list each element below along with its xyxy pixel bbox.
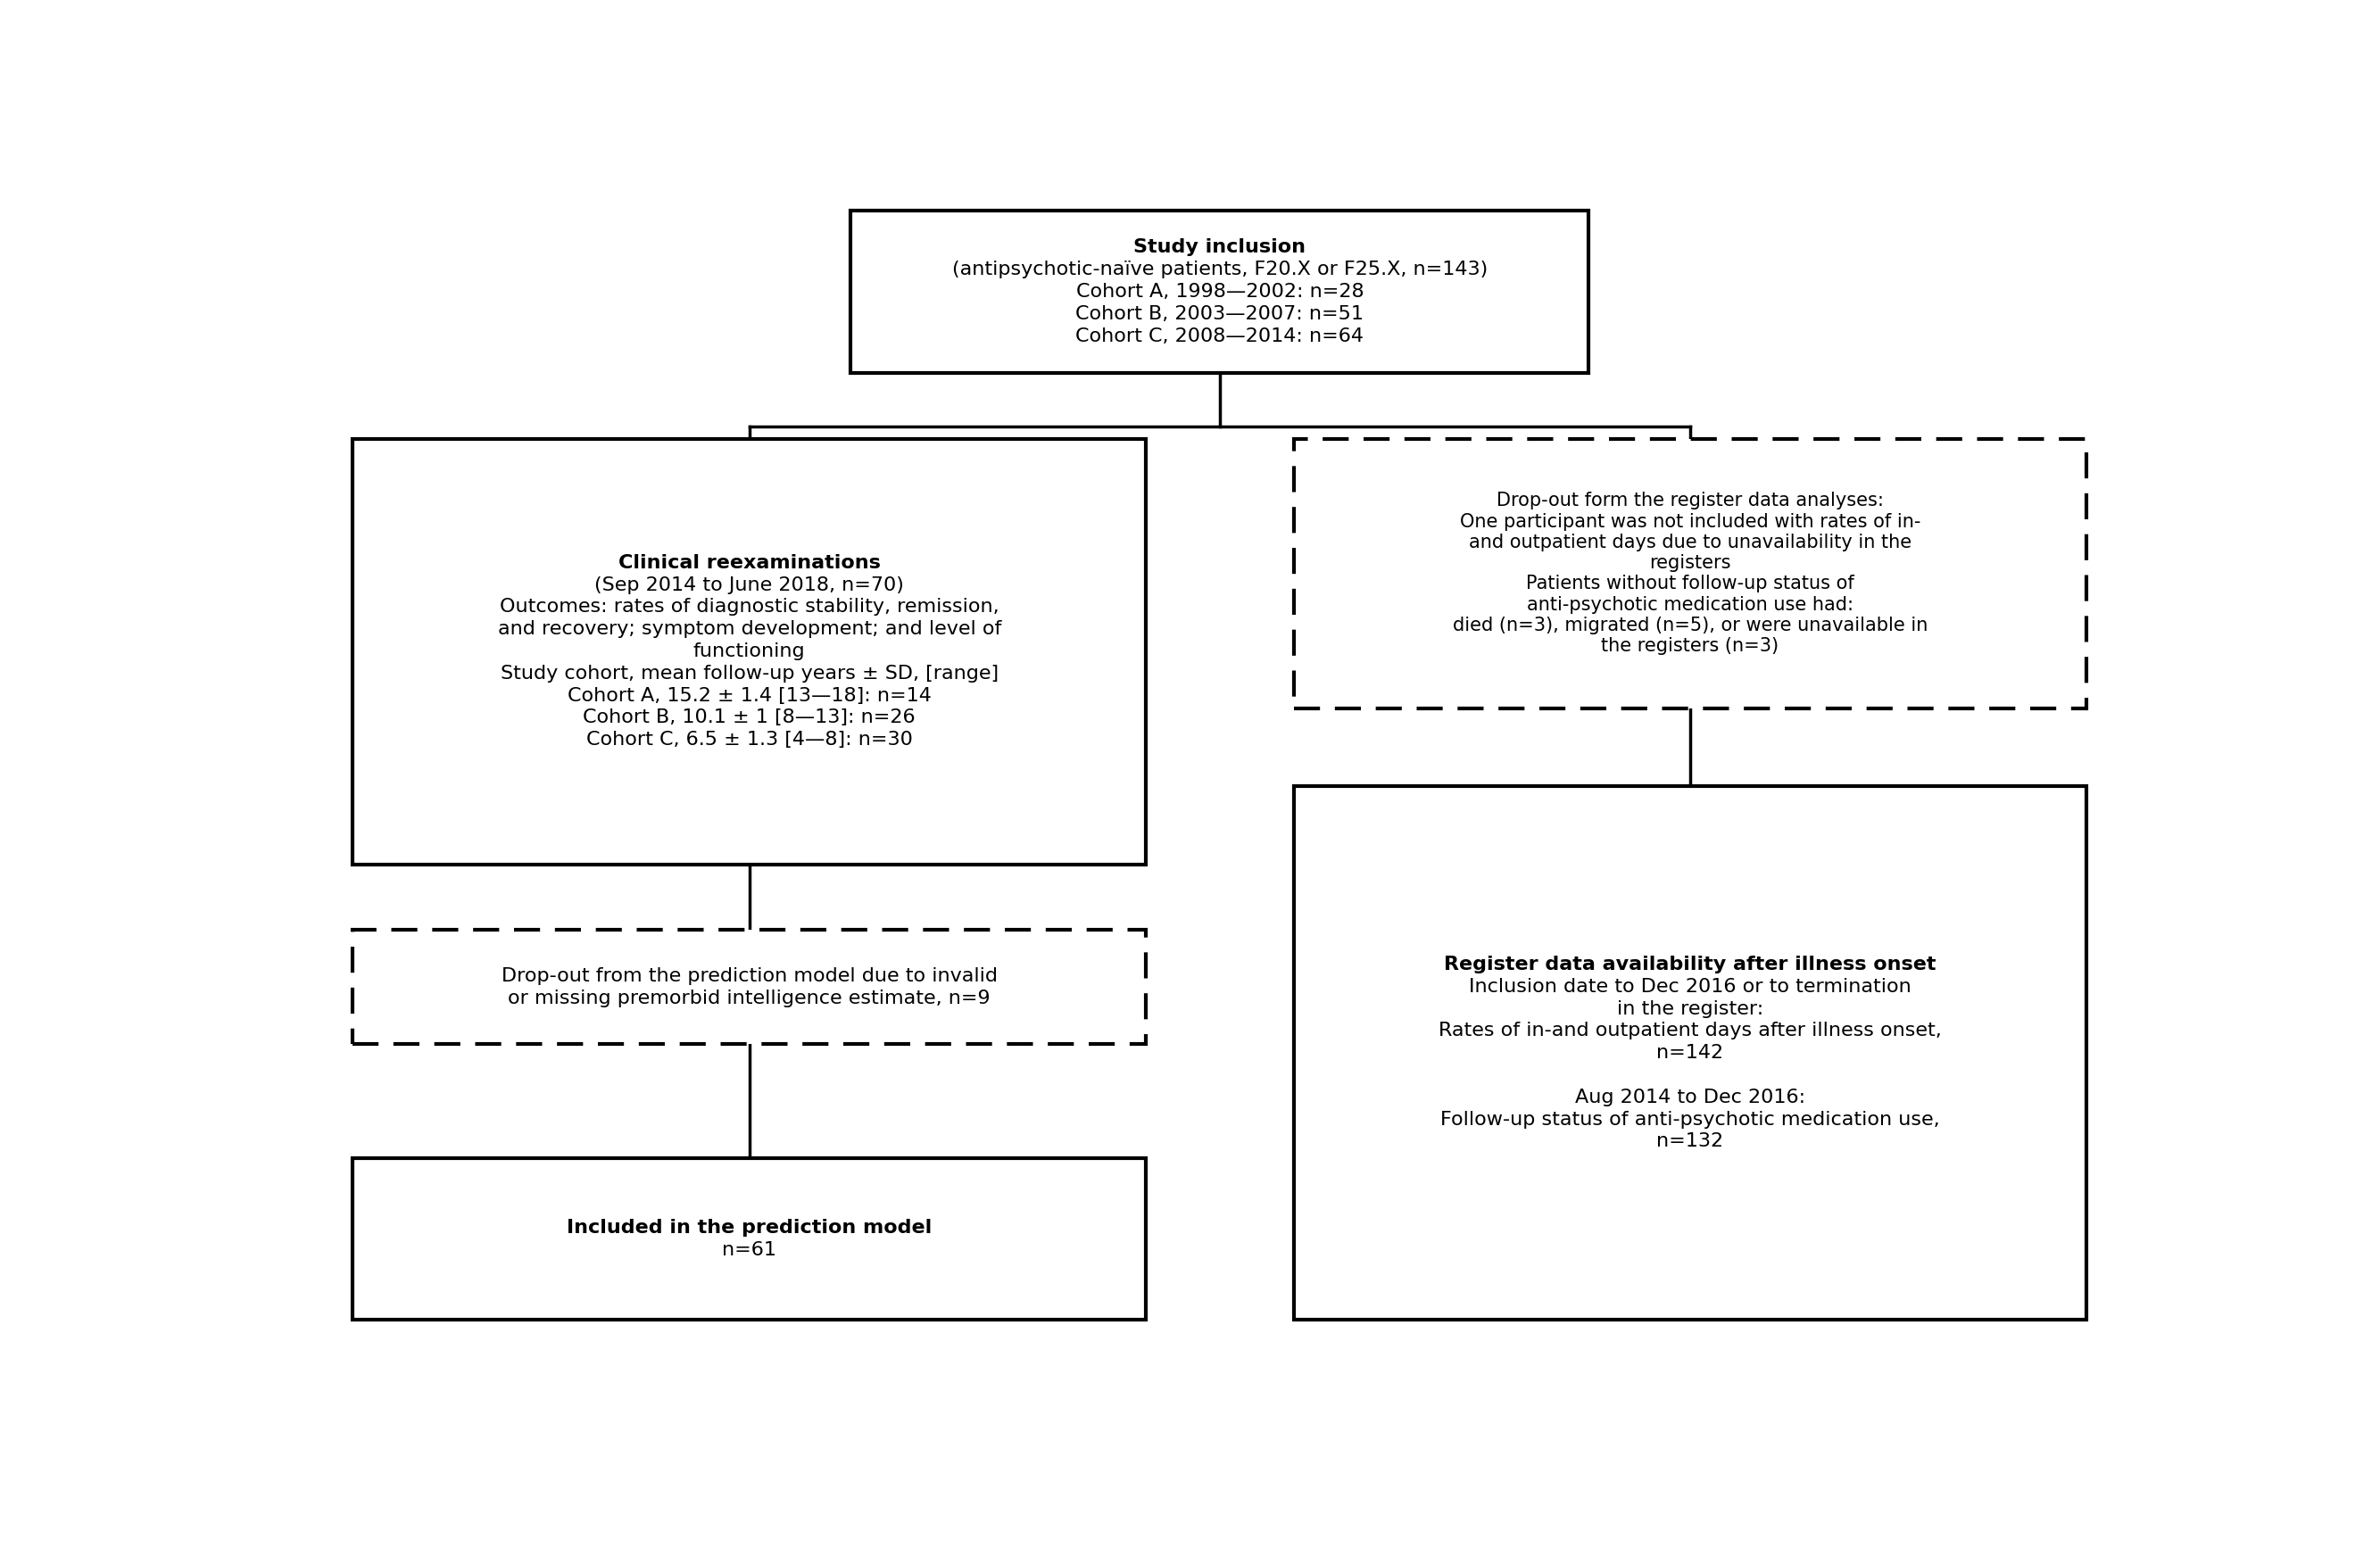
Text: One participant was not included with rates of in-: One participant was not included with ra… [1459,512,1921,531]
Text: anti-psychotic medication use had:: anti-psychotic medication use had: [1528,596,1854,613]
Text: the registers (n=3): the registers (n=3) [1602,637,1778,655]
Text: Register data availability after illness onset: Register data availability after illness… [1445,956,1937,973]
Text: or missing premorbid intelligence estimate, n=9: or missing premorbid intelligence estima… [509,989,990,1007]
FancyBboxPatch shape [1295,786,2087,1320]
Text: (antipsychotic-naïve patients, F20.X or F25.X, n=143): (antipsychotic-naïve patients, F20.X or … [952,260,1488,279]
Text: n=142: n=142 [1656,1045,1723,1062]
Text: Drop-out form the register data analyses:: Drop-out form the register data analyses… [1497,492,1883,509]
Text: and outpatient days due to unavailability in the: and outpatient days due to unavailabilit… [1468,534,1911,551]
Text: Cohort A, 15.2 ± 1.4 [13—18]: n=14: Cohort A, 15.2 ± 1.4 [13—18]: n=14 [566,687,931,705]
Text: functioning: functioning [693,643,804,660]
FancyBboxPatch shape [352,930,1147,1045]
Text: in the register:: in the register: [1616,1000,1764,1018]
Text: Included in the prediction model: Included in the prediction model [566,1219,933,1236]
Text: died (n=3), migrated (n=5), or were unavailable in: died (n=3), migrated (n=5), or were unav… [1452,617,1928,634]
Text: registers: registers [1649,554,1730,571]
Text: Study cohort, mean follow-up years ± SD, [range]: Study cohort, mean follow-up years ± SD,… [500,665,1000,682]
FancyBboxPatch shape [352,439,1147,864]
Text: (Sep 2014 to June 2018, n=70): (Sep 2014 to June 2018, n=70) [595,576,904,593]
Text: Rates of in-and outpatient days after illness onset,: Rates of in-and outpatient days after il… [1438,1021,1942,1040]
Text: Inclusion date to Dec 2016 or to termination: Inclusion date to Dec 2016 or to termina… [1468,978,1911,995]
FancyBboxPatch shape [852,210,1590,372]
Text: Clinical reexaminations: Clinical reexaminations [619,554,881,571]
Text: Follow-up status of anti-psychotic medication use,: Follow-up status of anti-psychotic medic… [1440,1110,1940,1129]
Text: Cohort C, 6.5 ± 1.3 [4—8]: n=30: Cohort C, 6.5 ± 1.3 [4—8]: n=30 [585,732,912,749]
Text: and recovery; symptom development; and level of: and recovery; symptom development; and l… [497,620,1002,638]
Text: Outcomes: rates of diagnostic stability, remission,: Outcomes: rates of diagnostic stability,… [500,598,1000,617]
Text: Patients without follow-up status of: Patients without follow-up status of [1526,575,1854,593]
Text: n=132: n=132 [1656,1132,1723,1151]
FancyBboxPatch shape [352,1158,1147,1320]
Text: Cohort B, 10.1 ± 1 [8—13]: n=26: Cohort B, 10.1 ± 1 [8—13]: n=26 [583,708,916,727]
Text: Cohort C, 2008—2014: n=64: Cohort C, 2008—2014: n=64 [1076,327,1364,346]
Text: n=61: n=61 [721,1241,776,1260]
Text: Cohort B, 2003—2007: n=51: Cohort B, 2003—2007: n=51 [1076,305,1364,322]
Text: Drop-out from the prediction model due to invalid: Drop-out from the prediction model due t… [502,967,997,986]
Text: Study inclusion: Study inclusion [1133,238,1307,257]
Text: Aug 2014 to Dec 2016:: Aug 2014 to Dec 2016: [1576,1088,1806,1105]
Text: Cohort A, 1998—2002: n=28: Cohort A, 1998—2002: n=28 [1076,283,1364,301]
FancyBboxPatch shape [1295,439,2087,708]
